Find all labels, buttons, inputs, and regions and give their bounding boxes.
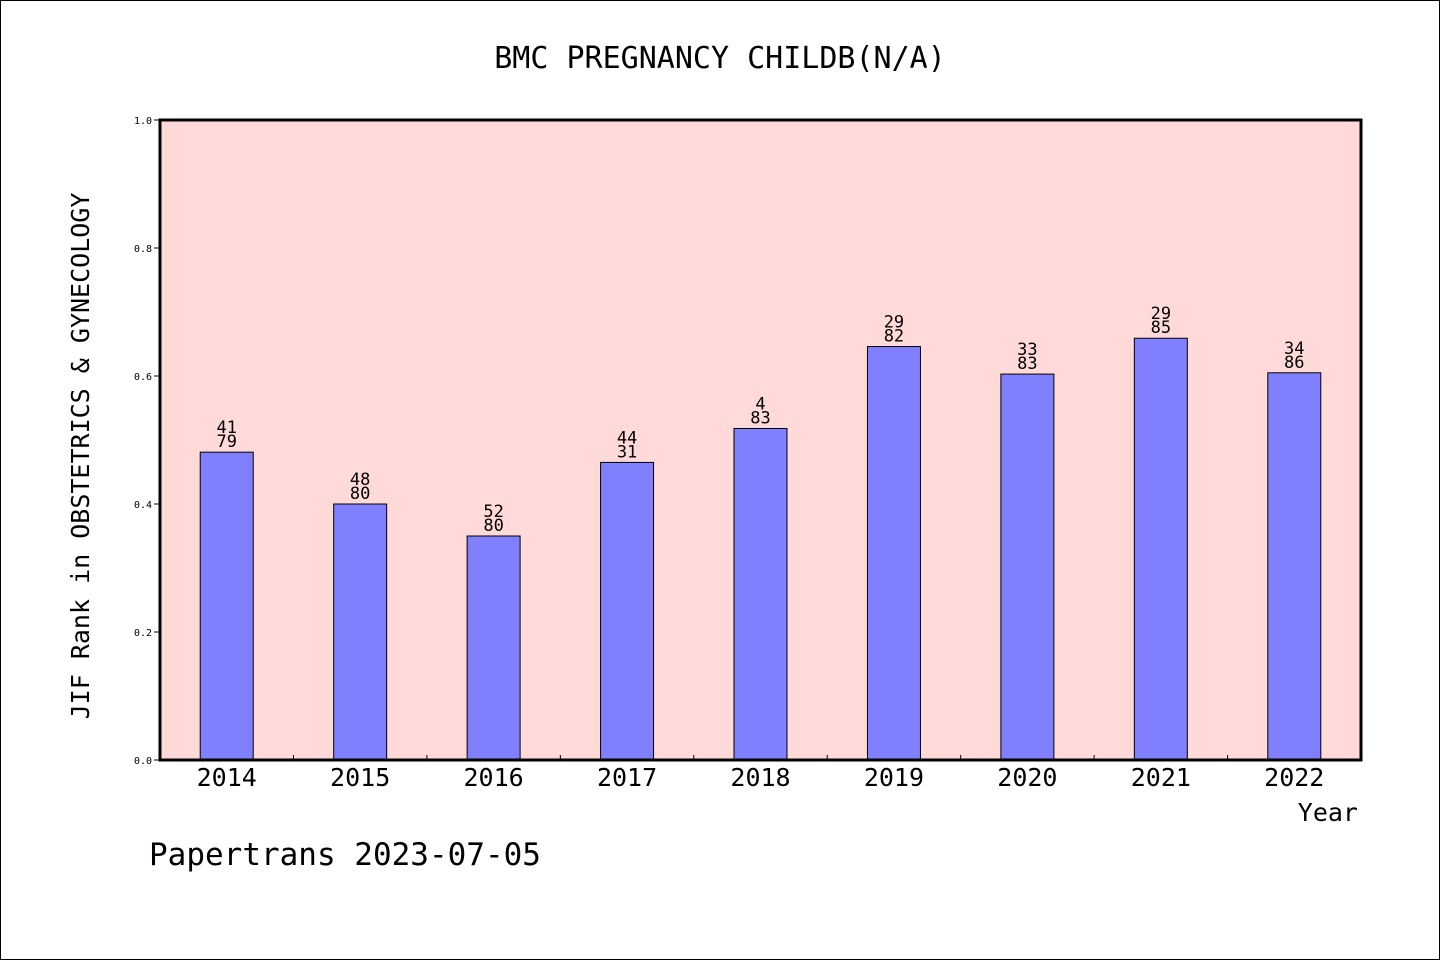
bar-label-top: 29 [884, 313, 904, 333]
chart-title: BMC PREGNANCY CHILDB(N/A) [494, 41, 946, 76]
bar-label-top: 33 [1017, 340, 1037, 360]
bar-2014 [199, 451, 254, 761]
y-tick-label: 0.2 [134, 628, 152, 639]
bar-2019 [866, 346, 921, 761]
y-tick-label: 1.0 [134, 116, 152, 127]
bar-label-bottom: 80 [350, 484, 370, 504]
bar-label-bottom: 31 [617, 442, 637, 462]
y-tick-label: 0.8 [134, 244, 152, 255]
y-tick-label: 0.6 [134, 372, 152, 383]
bar-2021 [1133, 337, 1188, 761]
x-axis-label: Year [1298, 798, 1358, 827]
bar-label-top: 41 [216, 418, 236, 438]
x-tick-label: 2020 [997, 763, 1057, 792]
x-tick-label: 2014 [197, 763, 257, 792]
bar-label-top: 48 [350, 470, 370, 490]
bar-label-bottom: 80 [483, 516, 503, 536]
bar-2015 [333, 503, 388, 761]
bar-label-top: 52 [483, 502, 503, 522]
x-tick-label: 2021 [1131, 763, 1191, 792]
bar-label-bottom: 82 [884, 327, 904, 347]
bar-2017 [600, 461, 655, 761]
footer-credit: Papertrans 2023-07-05 [149, 837, 541, 873]
x-tick-label: 2016 [464, 763, 524, 792]
bar-label-top: 29 [1151, 304, 1171, 324]
y-axis-label: JIF Rank in OBSTETRICS & GYNECOLOGY [66, 193, 95, 720]
x-tick-label: 2019 [864, 763, 924, 792]
bar-label-bottom: 79 [216, 432, 236, 452]
bar-label-bottom: 83 [750, 408, 770, 428]
bar-label-bottom: 83 [1017, 354, 1037, 374]
bars-group [199, 337, 1322, 761]
y-tick-label: 0.4 [134, 500, 152, 511]
x-tick-label: 2022 [1264, 763, 1324, 792]
bar-2018 [733, 427, 788, 761]
bar-label-top: 44 [617, 428, 637, 448]
bar-label-top: 4 [755, 394, 765, 414]
bar-2016 [466, 535, 521, 761]
y-tick-label: 0.0 [134, 756, 152, 767]
bar-2020 [1000, 373, 1055, 761]
bar-2022 [1267, 372, 1322, 761]
bar-label-top: 34 [1284, 339, 1304, 359]
y-axis: 0.0 0.2 0.4 0.6 0.8 1.0 [134, 116, 160, 767]
x-axis: 2014 2015 2016 2017 2018 2019 2020 2021 2022 [197, 755, 1324, 792]
bar-label-bottom: 86 [1284, 353, 1304, 373]
bar-label-bottom: 85 [1151, 318, 1171, 338]
x-tick-label: 2017 [597, 763, 657, 792]
x-tick-label: 2018 [730, 763, 790, 792]
x-tick-label: 2015 [330, 763, 390, 792]
plot-border [158, 118, 1363, 762]
